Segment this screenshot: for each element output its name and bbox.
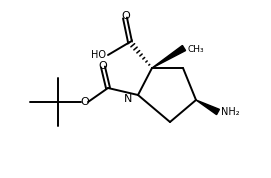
Text: O: O (80, 97, 89, 107)
Polygon shape (152, 45, 186, 68)
Polygon shape (196, 100, 220, 115)
Text: HO: HO (91, 50, 106, 60)
Text: O: O (122, 11, 130, 21)
Text: NH₂: NH₂ (221, 107, 240, 117)
Text: O: O (99, 61, 107, 71)
Text: CH₃: CH₃ (188, 46, 205, 54)
Text: N: N (124, 94, 132, 104)
